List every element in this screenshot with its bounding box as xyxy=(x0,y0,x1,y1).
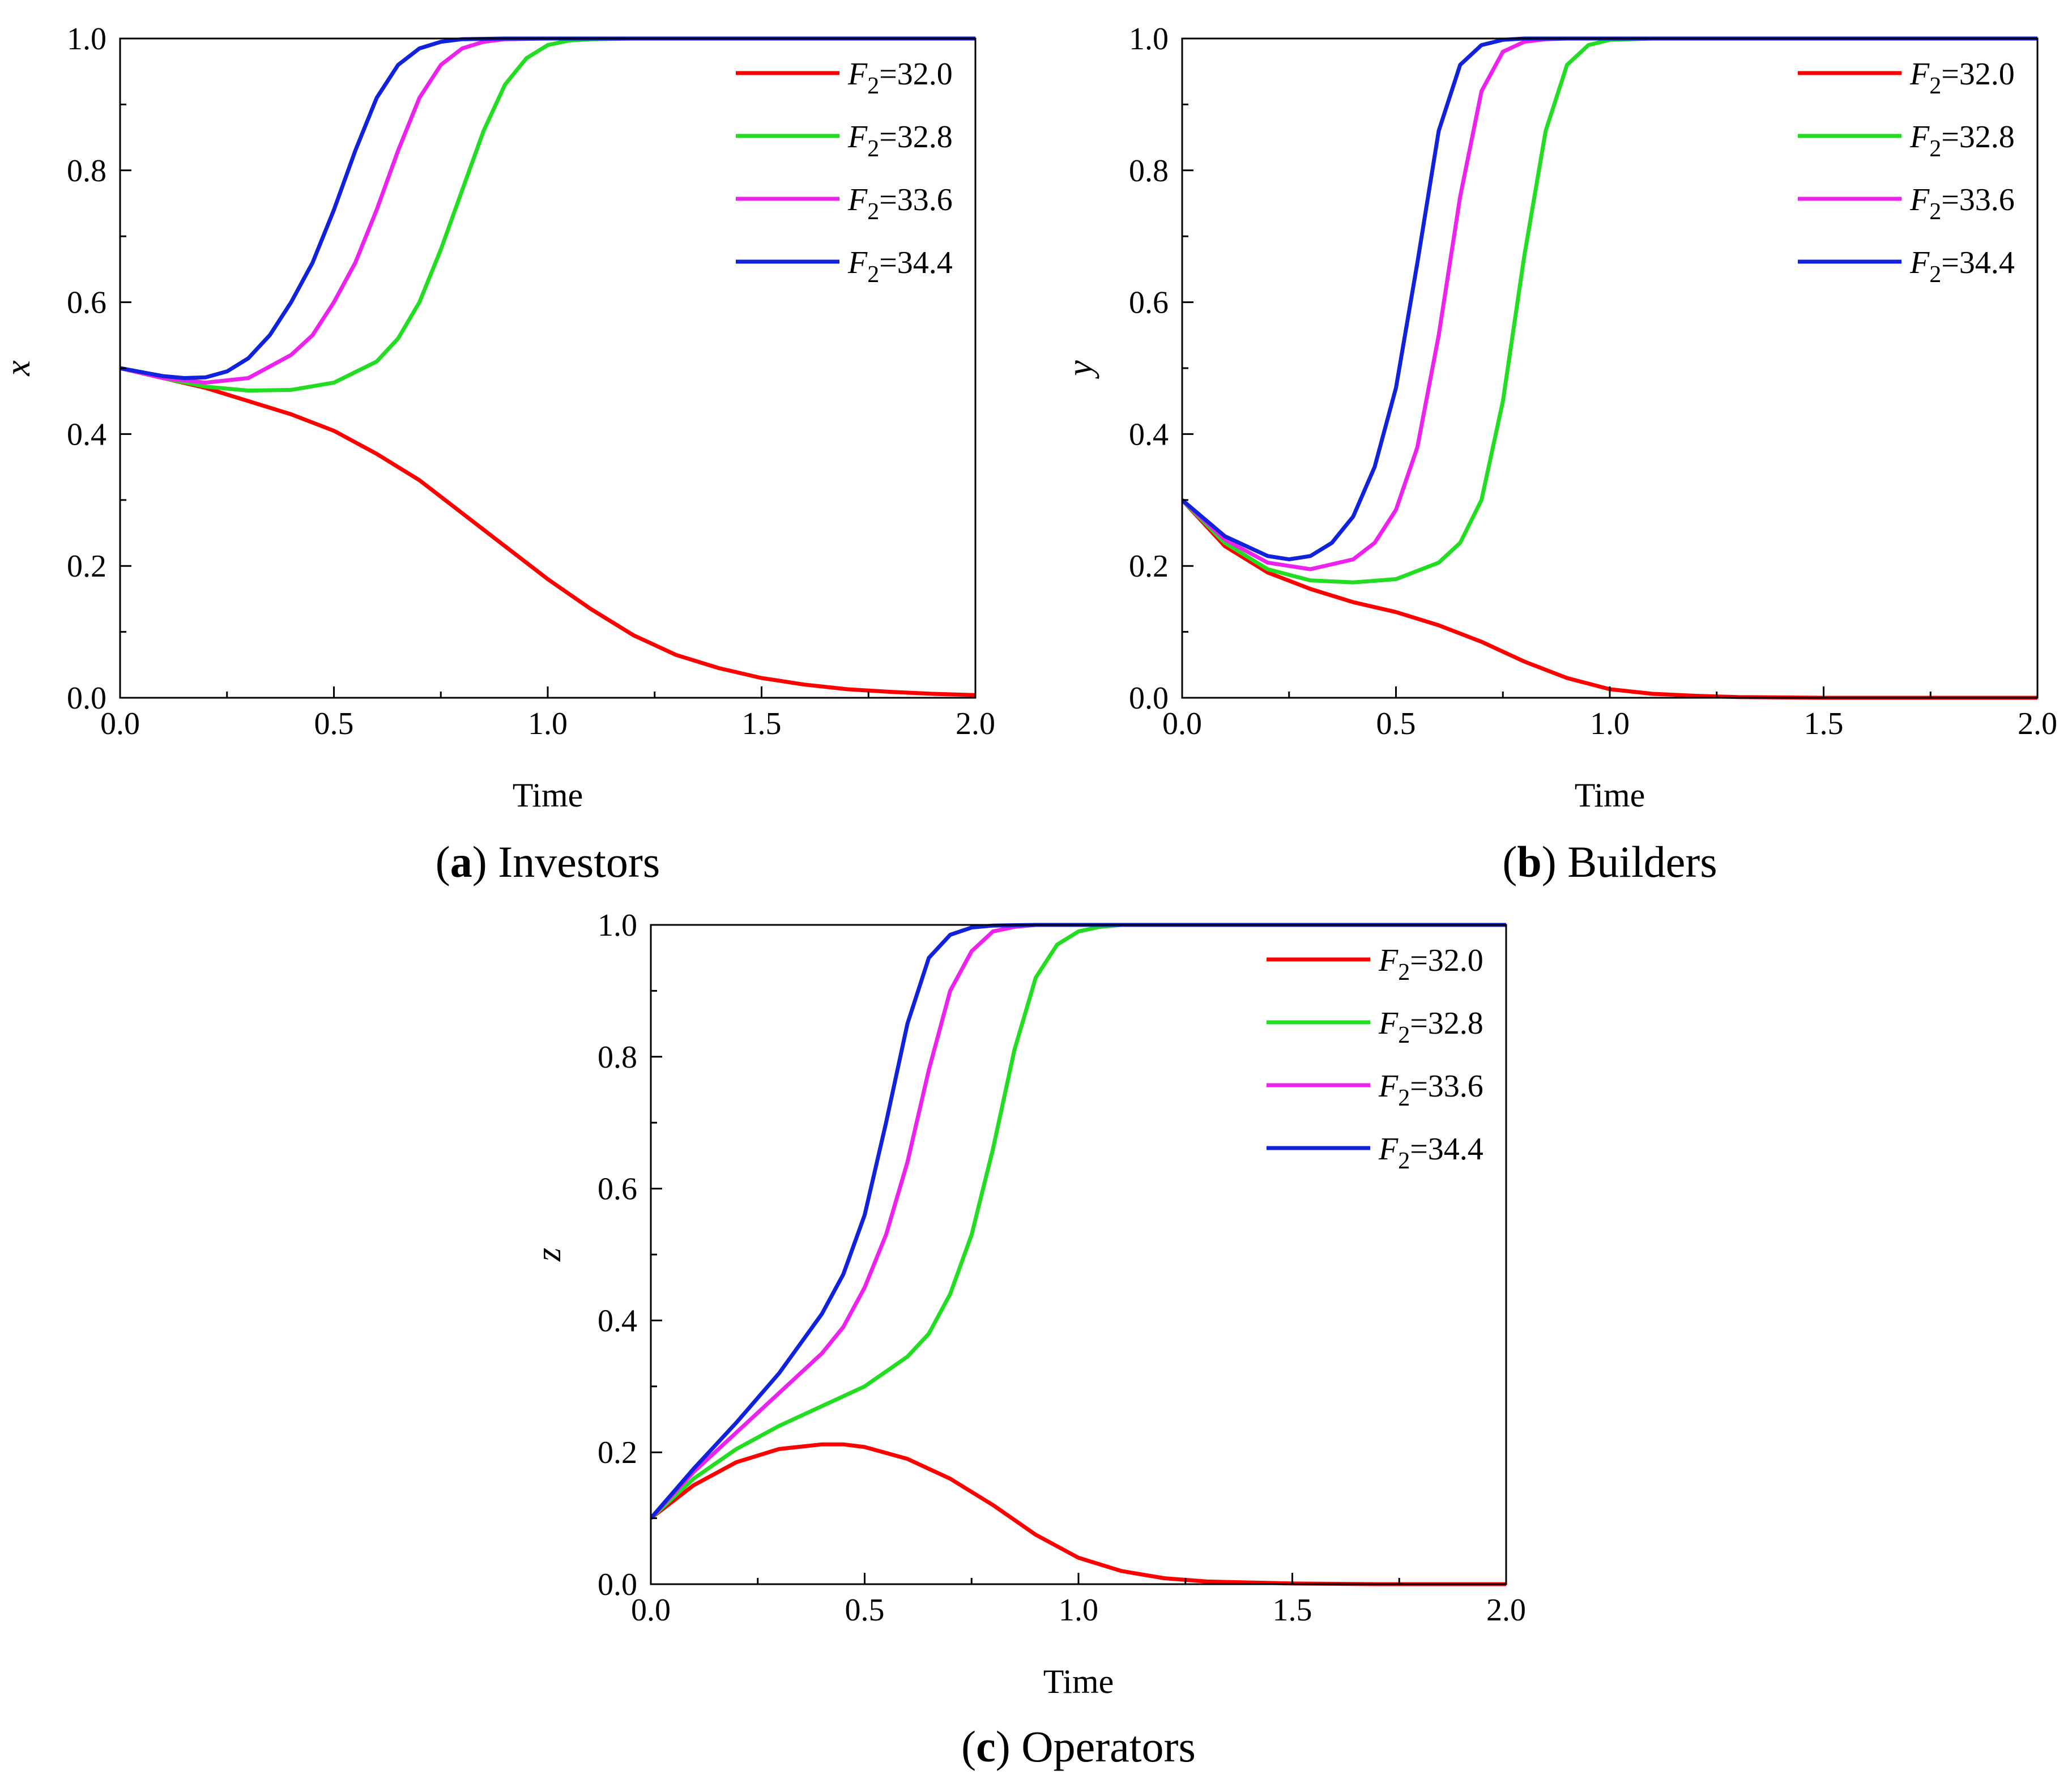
plot-frame xyxy=(119,37,977,699)
y-tick-label: 0.8 xyxy=(598,1040,637,1075)
y-tick-label: 1.0 xyxy=(598,908,637,943)
chart-c: 0.0 0.5 1.0 1.5 2.0 0.0 0.2 0.4 0.6 0.8 1.0 Time z F2… xyxy=(530,908,1526,1771)
x-tick-label: 1.0 xyxy=(528,706,568,741)
x-tick-label: 1.0 xyxy=(1059,1593,1098,1628)
x-tick-label: 1.5 xyxy=(1804,706,1844,741)
y-tick-label: 0.0 xyxy=(598,1567,637,1602)
chart-b: 0.0 0.5 1.0 1.5 2.0 0.0 0.2 0.4 0.6 0.8 1.0 Time y F2… xyxy=(1061,22,2057,886)
legend: F2=32.0 F2=32.8 F2=33.6 F2=34.4 xyxy=(1267,943,1483,1174)
panel-caption: (a) Investors xyxy=(436,837,660,886)
legend: F2=32.0 F2=32.8 F2=33.6 F2=34.4 xyxy=(1798,57,2015,288)
panel-caption: (b) Builders xyxy=(1502,837,1717,886)
legend-label: F2=32.0 xyxy=(1909,57,2015,99)
series-line-33-6 xyxy=(1182,36,2037,571)
plot-frame xyxy=(650,924,1507,1585)
y-tick-label: 0.8 xyxy=(67,153,106,189)
x-axis-label: Time xyxy=(1043,1663,1114,1700)
y-tick-label: 0.0 xyxy=(67,681,106,716)
series-line-34-4 xyxy=(1182,36,2037,562)
legend-label: F2=34.4 xyxy=(847,245,953,288)
y-axis-label: z xyxy=(530,1248,568,1262)
x-tick-label: 2.0 xyxy=(1486,1593,1526,1628)
legend-label: F2=32.8 xyxy=(1378,1006,1483,1048)
series-line-32-0 xyxy=(1182,498,2037,700)
y-axis-label: y xyxy=(1061,360,1099,379)
legend-label: F2=32.8 xyxy=(847,120,953,162)
y-tick-label: 0.8 xyxy=(1129,153,1169,189)
x-tick-label: 0.5 xyxy=(314,706,354,741)
series-line-32-8 xyxy=(120,36,975,393)
x-tick-label: 0.5 xyxy=(1376,706,1416,741)
x-axis-label: Time xyxy=(513,777,583,814)
x-tick-label: 0.5 xyxy=(845,1593,885,1628)
legend-label: F2=34.4 xyxy=(1909,245,2015,288)
x-axis-label: Time xyxy=(1575,777,1645,814)
panel-caption: (c) Operators xyxy=(961,1722,1196,1771)
x-tick-label: 0.0 xyxy=(1162,706,1202,741)
x-tick-label: 1.0 xyxy=(1590,706,1630,741)
legend-label: F2=33.6 xyxy=(1378,1069,1483,1111)
y-tick-label: 0.4 xyxy=(1129,417,1169,452)
x-tick-label: 1.5 xyxy=(1273,1593,1312,1628)
y-tick-label: 0.0 xyxy=(1129,681,1169,716)
x-tick-label: 2.0 xyxy=(2018,706,2057,741)
plot-frame xyxy=(1181,37,2039,699)
series-line-32-8 xyxy=(651,923,1506,1520)
x-tick-label: 1.5 xyxy=(742,706,782,741)
y-axis-label: x xyxy=(0,360,37,377)
legend-label: F2=32.0 xyxy=(1378,943,1483,986)
x-tick-label: 2.0 xyxy=(956,706,995,741)
legend: F2=32.0 F2=32.8 F2=33.6 F2=34.4 xyxy=(736,57,953,288)
y-tick-label: 0.6 xyxy=(598,1172,637,1207)
y-tick-label: 0.2 xyxy=(67,549,106,584)
legend-label: F2=32.0 xyxy=(847,57,953,99)
legend-label: F2=33.6 xyxy=(847,182,953,225)
y-tick-label: 0.6 xyxy=(67,285,106,321)
y-tick-label: 0.2 xyxy=(598,1435,637,1470)
series-line-33-6 xyxy=(120,36,975,385)
series-line-34-4 xyxy=(651,923,1506,1520)
y-tick-label: 1.0 xyxy=(67,22,106,57)
y-tick-label: 0.4 xyxy=(67,417,106,452)
x-tick-label: 0.0 xyxy=(100,706,140,741)
x-tick-label: 0.0 xyxy=(631,1593,671,1628)
y-tick-label: 0.6 xyxy=(1129,285,1169,321)
series-line-32-0 xyxy=(120,366,975,697)
chart-a: 0.0 0.5 1.0 1.5 2.0 0.0 0.2 0.4 0.6 0.8 1.0 Time x F2… xyxy=(0,22,995,886)
legend-label: F2=33.6 xyxy=(1909,182,2015,225)
y-tick-label: 1.0 xyxy=(1129,22,1169,57)
legend-label: F2=32.8 xyxy=(1909,120,2015,162)
series-line-34-4 xyxy=(120,36,975,380)
series-line-33-6 xyxy=(651,923,1506,1520)
series-line-32-0 xyxy=(651,1442,1506,1586)
legend-label: F2=34.4 xyxy=(1378,1132,1483,1174)
y-tick-label: 0.4 xyxy=(598,1303,637,1338)
y-tick-label: 0.2 xyxy=(1129,549,1169,584)
series-line-32-8 xyxy=(1182,36,2037,585)
